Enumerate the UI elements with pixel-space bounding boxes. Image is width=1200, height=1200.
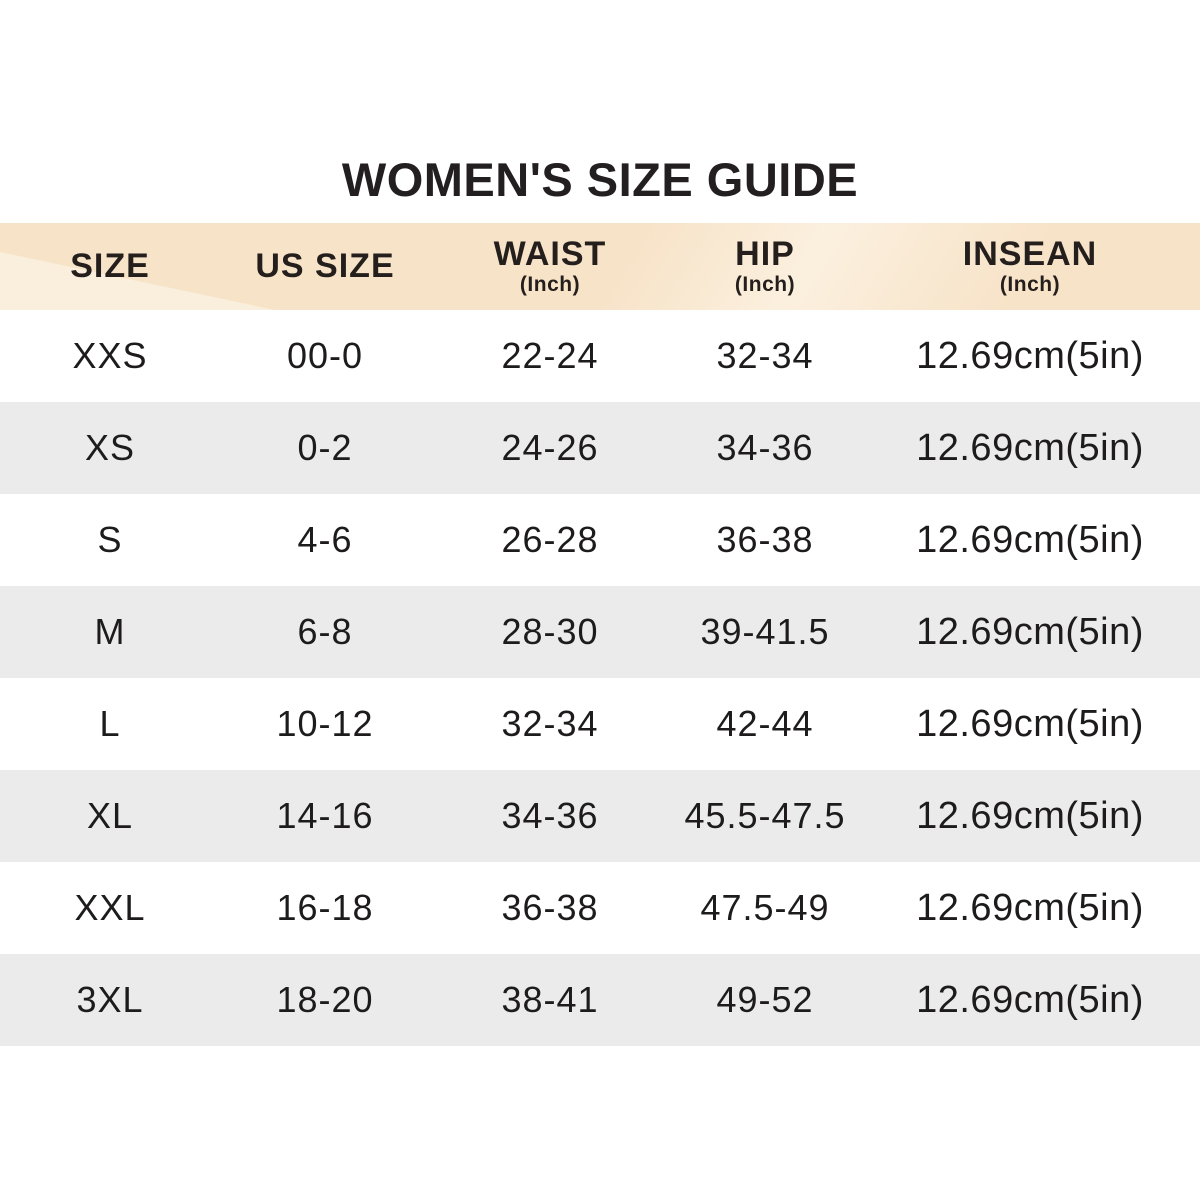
cell-us-size: 00-0 <box>286 335 364 376</box>
table-row-s: S 4-6 26-28 36-38 12.69cm(5in) <box>0 494 1200 586</box>
cell-us-size: 18-20 <box>276 979 374 1020</box>
cell-inseam: 12.69cm(5in) <box>916 978 1144 1021</box>
cell-hip: 42-44 <box>716 703 814 744</box>
cell-waist: 26-28 <box>501 519 599 560</box>
table-row-m: M 6-8 28-30 39-41.5 12.69cm(5in) <box>0 586 1200 678</box>
cell-inseam: 12.69cm(5in) <box>916 426 1144 469</box>
table-row-xxs: XXS 00-0 22-24 32-34 12.69cm(5in) <box>0 310 1200 402</box>
cell-us-size: 0-2 <box>297 427 353 468</box>
column-header-label: WAIST <box>493 234 607 273</box>
cell-size: XL <box>86 795 134 836</box>
cell-inseam: 12.69cm(5in) <box>916 610 1144 653</box>
table-row-3xl: 3XL 18-20 38-41 49-52 12.69cm(5in) <box>0 954 1200 1046</box>
column-header-hip: HIP (Inch) <box>670 234 860 297</box>
column-header-size: SIZE <box>0 246 220 285</box>
cell-size: 3XL <box>76 979 144 1020</box>
cell-hip: 32-34 <box>716 335 814 376</box>
cell-hip: 39-41.5 <box>700 611 830 652</box>
cell-size: XS <box>84 427 136 468</box>
size-table: SIZE US SIZE WAIST (Inch) HIP (Inch) INS… <box>0 223 1200 1046</box>
cell-hip: 47.5-49 <box>700 887 830 928</box>
cell-us-size: 16-18 <box>276 887 374 928</box>
column-header-label: US SIZE <box>255 246 395 285</box>
table-header-row: SIZE US SIZE WAIST (Inch) HIP (Inch) INS… <box>0 223 1200 310</box>
table-row-l: L 10-12 32-34 42-44 12.69cm(5in) <box>0 678 1200 770</box>
column-header-unit: (Inch) <box>999 273 1061 297</box>
cell-size: M <box>94 611 126 652</box>
column-header-waist: WAIST (Inch) <box>430 234 670 297</box>
cell-hip: 49-52 <box>716 979 814 1020</box>
cell-size: XXL <box>74 887 146 928</box>
cell-size: S <box>97 519 123 560</box>
cell-us-size: 10-12 <box>276 703 374 744</box>
table-row-xxl: XXL 16-18 36-38 47.5-49 12.69cm(5in) <box>0 862 1200 954</box>
cell-waist: 24-26 <box>501 427 599 468</box>
cell-inseam: 12.69cm(5in) <box>916 702 1144 745</box>
cell-inseam: 12.69cm(5in) <box>916 334 1144 377</box>
column-header-label: SIZE <box>70 246 150 285</box>
cell-us-size: 4-6 <box>297 519 353 560</box>
cell-waist: 28-30 <box>501 611 599 652</box>
table-row-xs: XS 0-2 24-26 34-36 12.69cm(5in) <box>0 402 1200 494</box>
cell-hip: 36-38 <box>716 519 814 560</box>
cell-hip: 45.5-47.5 <box>684 795 846 836</box>
column-header-label: HIP <box>735 234 795 273</box>
cell-waist: 32-34 <box>501 703 599 744</box>
cell-waist: 38-41 <box>501 979 599 1020</box>
cell-size: XXS <box>72 335 148 376</box>
cell-waist: 34-36 <box>501 795 599 836</box>
cell-hip: 34-36 <box>716 427 814 468</box>
cell-waist: 22-24 <box>501 335 599 376</box>
column-header-label: INSEAN <box>962 234 1098 273</box>
table-row-xl: XL 14-16 34-36 45.5-47.5 12.69cm(5in) <box>0 770 1200 862</box>
cell-us-size: 14-16 <box>276 795 374 836</box>
column-header-unit: (Inch) <box>734 273 796 297</box>
column-header-inseam: INSEAN (Inch) <box>860 234 1200 297</box>
column-header-us-size: US SIZE <box>220 246 430 285</box>
cell-inseam: 12.69cm(5in) <box>916 886 1144 929</box>
column-header-unit: (Inch) <box>519 273 581 297</box>
cell-inseam: 12.69cm(5in) <box>916 794 1144 837</box>
cell-waist: 36-38 <box>501 887 599 928</box>
cell-us-size: 6-8 <box>297 611 353 652</box>
cell-inseam: 12.69cm(5in) <box>916 518 1144 561</box>
page-title: WOMEN'S SIZE GUIDE <box>341 153 859 206</box>
cell-size: L <box>99 703 121 744</box>
